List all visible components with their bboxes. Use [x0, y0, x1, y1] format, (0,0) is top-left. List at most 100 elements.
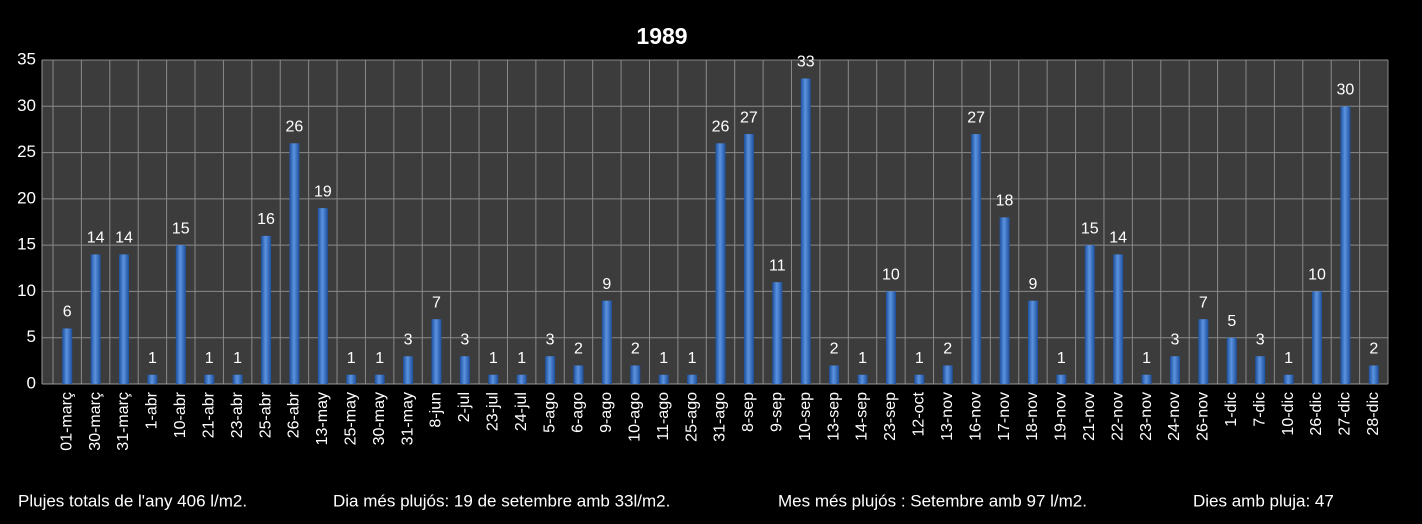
bar: [431, 319, 442, 384]
footer-note: Dies amb pluja: 47: [1193, 491, 1334, 510]
bar: [715, 143, 726, 384]
x-tick-label: 14-sep: [854, 392, 871, 441]
bar: [999, 217, 1010, 384]
value-label: 10: [1308, 267, 1326, 284]
x-tick-label: 9-ago: [598, 392, 615, 433]
footer-note: Plujes totals de l'any 406 l/m2.: [18, 491, 247, 510]
value-label: 1: [148, 350, 157, 367]
bar: [317, 208, 328, 384]
bar: [1198, 319, 1209, 384]
y-tick-label: 10: [17, 281, 36, 300]
x-tick-label: 22-nov: [1109, 392, 1126, 441]
x-tick-label: 24-nov: [1166, 392, 1183, 441]
value-label: 26: [712, 119, 730, 136]
value-label: 3: [1256, 331, 1265, 348]
bar: [147, 374, 158, 384]
bar: [914, 374, 925, 384]
value-label: 1: [1284, 350, 1293, 367]
x-tick-label: 31-may: [399, 392, 416, 445]
footer-note: Dia més plujós: 19 de setembre amb 33l/m…: [333, 491, 670, 510]
y-tick-label: 25: [17, 142, 36, 161]
bar: [459, 356, 470, 384]
value-label: 3: [1171, 331, 1180, 348]
x-tick-label: 10-abr: [172, 391, 189, 438]
x-tick-label: 9-sep: [769, 392, 786, 432]
bar: [1084, 245, 1095, 384]
bar: [289, 143, 300, 384]
value-label: 6: [63, 304, 72, 321]
x-tick-label: 11-ago: [655, 392, 672, 441]
bar: [516, 374, 527, 384]
x-tick-label: 13-may: [314, 392, 331, 445]
bar: [403, 356, 414, 384]
value-label: 1: [517, 350, 526, 367]
bar: [1311, 291, 1322, 384]
bar: [1056, 374, 1067, 384]
x-tick-label: 10-ago: [627, 392, 644, 442]
bar: [346, 374, 357, 384]
value-label: 15: [172, 220, 190, 237]
footer-note: Mes més plujós : Setembre amb 97 l/m2.: [778, 491, 1087, 510]
bar: [1169, 356, 1180, 384]
x-tick-label: 25-abr: [257, 391, 274, 438]
value-label: 18: [996, 193, 1014, 210]
x-tick-label: 5-ago: [541, 392, 558, 433]
x-tick-label: 21-nov: [1081, 392, 1098, 441]
bar: [488, 374, 499, 384]
bar: [261, 235, 272, 384]
x-tick-label: 23-sep: [882, 392, 899, 441]
value-label: 15: [1081, 220, 1099, 237]
value-label: 10: [882, 267, 900, 284]
x-tick-label: 23-nov: [1138, 392, 1155, 441]
x-tick-label: 30-març: [87, 392, 104, 451]
x-tick-label: 31-març: [115, 392, 132, 451]
bar: [545, 356, 556, 384]
value-label: 3: [404, 331, 413, 348]
x-tick-label: 25-ago: [683, 392, 700, 442]
bar: [630, 365, 641, 384]
value-label: 30: [1336, 82, 1354, 99]
x-tick-label: 10-sep: [797, 392, 814, 441]
x-tick-label: 19-nov: [1053, 392, 1070, 441]
chart-title: 1989: [636, 23, 687, 49]
x-tick-label: 26-dic: [1308, 392, 1325, 436]
y-tick-label: 35: [17, 49, 36, 68]
x-tick-label: 16-nov: [967, 392, 984, 441]
value-label: 1: [489, 350, 498, 367]
x-tick-label: 24-jul: [513, 392, 530, 431]
x-tick-label: 12-oct: [911, 391, 928, 436]
bar: [1368, 365, 1379, 384]
bar: [971, 134, 982, 384]
value-label: 7: [1199, 294, 1208, 311]
value-label: 1: [688, 350, 697, 367]
y-tick-label: 0: [27, 373, 36, 392]
x-tick-label: 31-ago: [712, 392, 729, 442]
x-tick-label: 25-may: [342, 392, 359, 445]
bar: [687, 374, 698, 384]
bar: [829, 365, 840, 384]
bar: [1027, 300, 1038, 384]
value-label: 1: [1142, 350, 1151, 367]
x-tick-label: 27-dic: [1337, 392, 1354, 436]
value-label: 1: [205, 350, 214, 367]
value-label: 1: [1057, 350, 1066, 367]
y-tick-label: 20: [17, 188, 36, 207]
bar: [1283, 374, 1294, 384]
bar: [772, 282, 783, 384]
x-tick-label: 28-dic: [1365, 392, 1382, 436]
value-label: 14: [115, 230, 133, 247]
bar: [1113, 254, 1124, 384]
value-label: 14: [87, 230, 105, 247]
bar: [1141, 374, 1152, 384]
x-tick-label: 21-abr: [200, 391, 217, 438]
bar: [1255, 356, 1266, 384]
bar: [119, 254, 130, 384]
bar: [90, 254, 101, 384]
x-tick-label: 18-nov: [1024, 392, 1041, 441]
bar: [1340, 106, 1351, 385]
value-label: 33: [797, 54, 815, 71]
bar: [374, 374, 385, 384]
x-tick-label: 1-dic: [1223, 392, 1240, 427]
value-label: 1: [233, 350, 242, 367]
